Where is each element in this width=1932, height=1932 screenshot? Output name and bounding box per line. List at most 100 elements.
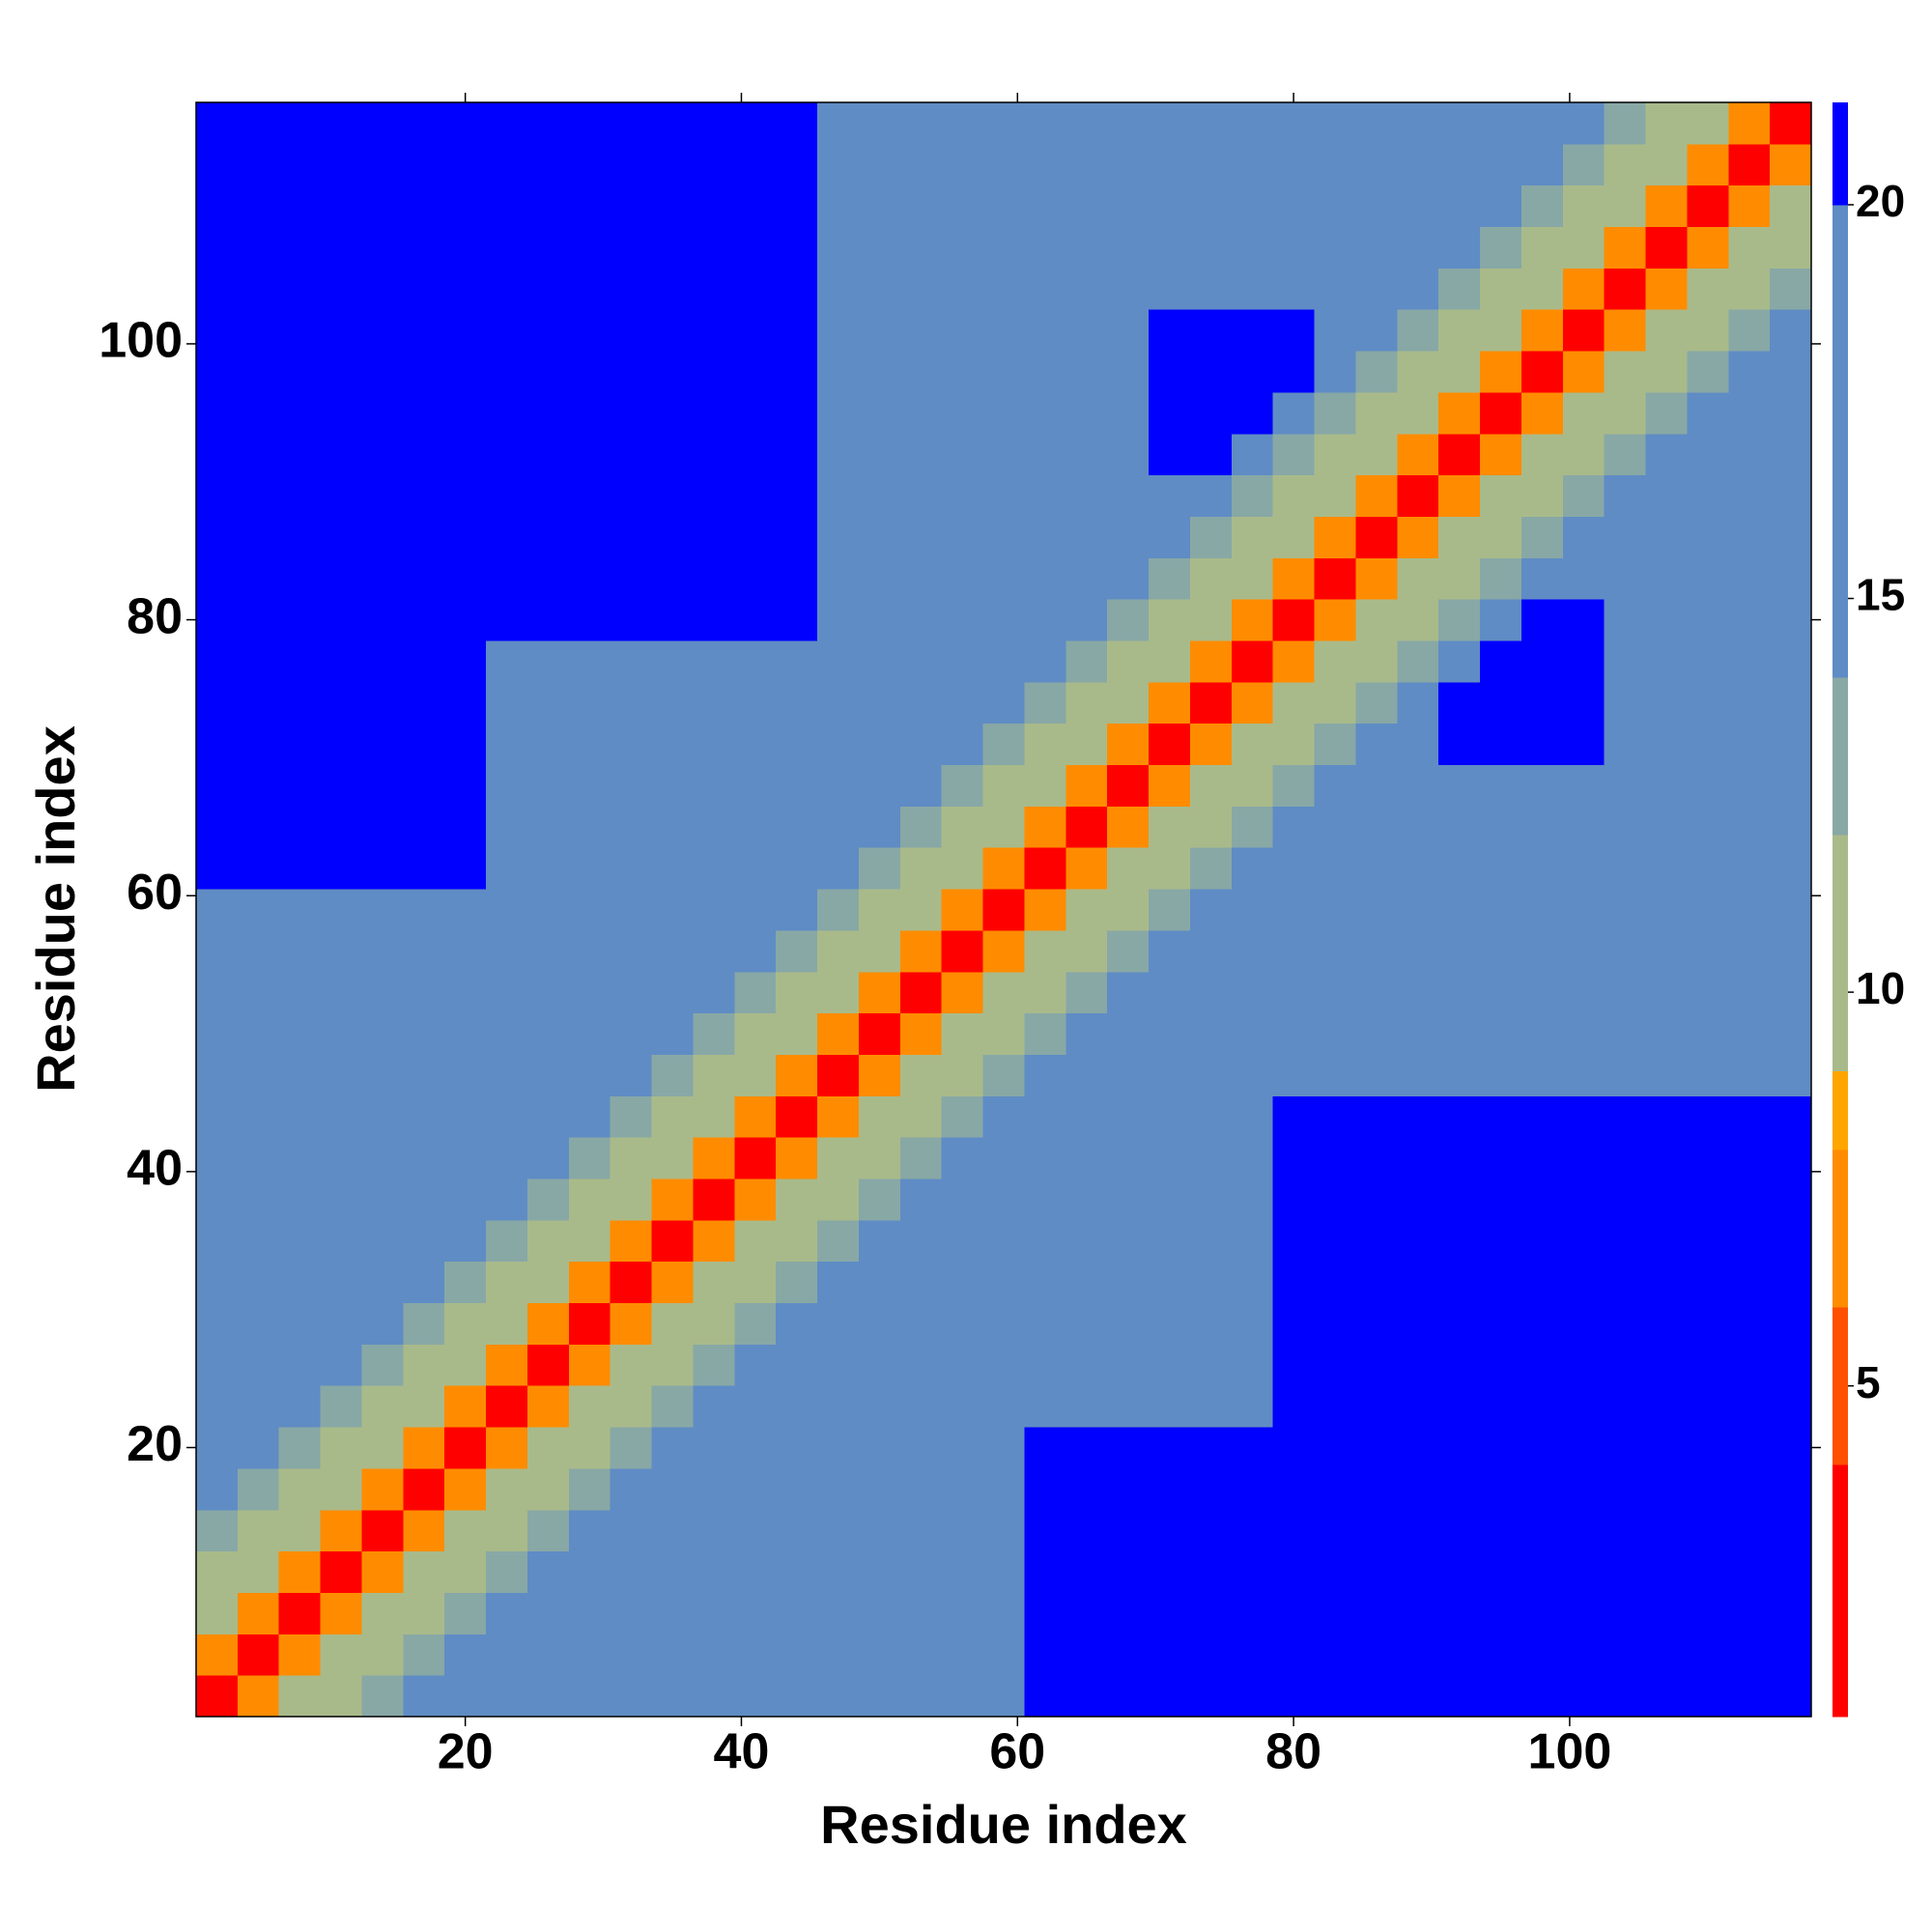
heatmap-cell xyxy=(1520,1179,1564,1221)
heatmap-cell xyxy=(899,599,943,641)
heatmap-cell xyxy=(526,351,570,393)
heatmap-cell xyxy=(1314,640,1356,683)
heatmap-cell xyxy=(444,391,487,435)
heatmap-cell xyxy=(1231,268,1274,310)
heatmap-cell xyxy=(1107,1095,1150,1138)
heatmap-cell xyxy=(1107,764,1150,807)
heatmap-cell xyxy=(651,1137,694,1179)
heatmap-cell xyxy=(1065,1302,1108,1345)
heatmap-cell xyxy=(817,351,860,393)
heatmap-cell xyxy=(1604,268,1647,310)
heatmap-cell xyxy=(1438,1634,1481,1676)
heatmap-cell xyxy=(1562,1219,1605,1263)
heatmap-cell xyxy=(1149,1095,1191,1138)
heatmap-cell xyxy=(1149,847,1191,890)
heatmap-cell xyxy=(610,847,653,890)
heatmap-cell xyxy=(1272,1302,1316,1345)
heatmap-cell xyxy=(568,1095,611,1138)
heatmap-cell xyxy=(1728,889,1771,931)
heatmap-cell xyxy=(361,806,404,848)
heatmap-cell xyxy=(1687,1550,1729,1593)
heatmap-cell xyxy=(568,1012,611,1055)
heatmap-cell xyxy=(1189,1261,1233,1304)
heatmap-cell xyxy=(361,971,404,1014)
heatmap-cell xyxy=(1438,1592,1481,1634)
heatmap-cell xyxy=(1604,1427,1647,1469)
heatmap-cell xyxy=(237,971,280,1014)
heatmap-cell xyxy=(320,474,362,517)
heatmap-cell xyxy=(320,1012,362,1055)
heatmap-cell xyxy=(1438,681,1481,724)
heatmap-cell xyxy=(526,1509,570,1552)
y-tick-label: 80 xyxy=(127,588,183,644)
heatmap-cell xyxy=(1189,226,1233,269)
heatmap-cell xyxy=(1604,681,1647,724)
heatmap-cell xyxy=(1065,971,1108,1014)
heatmap-cell xyxy=(1189,391,1233,435)
heatmap-cell xyxy=(734,433,777,476)
heatmap-cell xyxy=(1604,1054,1647,1096)
heatmap-cell xyxy=(941,351,984,393)
heatmap-cell xyxy=(1355,971,1398,1014)
heatmap-cell xyxy=(1562,723,1605,766)
heatmap-cell xyxy=(1149,516,1191,558)
heatmap-cell xyxy=(1438,1137,1481,1179)
heatmap-cell xyxy=(320,1302,362,1345)
heatmap-cell xyxy=(1645,847,1688,890)
heatmap-cell xyxy=(1397,764,1439,807)
heatmap-cell xyxy=(1231,1634,1274,1676)
heatmap-cell xyxy=(1272,1509,1316,1552)
heatmap-cell xyxy=(1314,1219,1356,1263)
heatmap-cell xyxy=(1520,806,1564,848)
heatmap-cell xyxy=(486,391,528,435)
heatmap-cell xyxy=(526,1634,570,1676)
heatmap-cell xyxy=(1687,1137,1729,1179)
heatmap-cell xyxy=(526,1675,570,1718)
heatmap-cell xyxy=(982,1675,1025,1718)
heatmap-cell xyxy=(486,1012,528,1055)
heatmap-cell xyxy=(1107,1054,1150,1096)
heatmap-cell xyxy=(610,1095,653,1138)
heatmap-cell xyxy=(403,1509,445,1552)
heatmap-cell xyxy=(1107,599,1150,641)
heatmap-cell xyxy=(776,599,818,641)
heatmap-cell xyxy=(1272,1095,1316,1138)
heatmap-cell xyxy=(817,764,860,807)
heatmap-cell xyxy=(941,309,984,352)
heatmap-cell xyxy=(237,1509,280,1552)
heatmap-cell xyxy=(1604,1179,1647,1221)
heatmap-cell xyxy=(1189,723,1233,766)
heatmap-cell xyxy=(817,557,860,600)
heatmap-cell xyxy=(1438,474,1481,517)
heatmap-cell xyxy=(1438,929,1481,973)
heatmap-cell xyxy=(1397,1634,1439,1676)
heatmap-cell xyxy=(486,599,528,641)
heatmap-cell xyxy=(1438,889,1481,931)
heatmap-cell xyxy=(196,516,239,558)
heatmap-cell xyxy=(982,1261,1025,1304)
heatmap-cell xyxy=(486,1592,528,1634)
heatmap-cell xyxy=(1645,1344,1688,1386)
heatmap-cell xyxy=(651,268,694,310)
heatmap-cell xyxy=(899,723,943,766)
heatmap-cell xyxy=(526,599,570,641)
heatmap-cell xyxy=(403,764,445,807)
heatmap-cell xyxy=(196,764,239,807)
heatmap-cell xyxy=(1065,557,1108,600)
heatmap-cell xyxy=(1687,1302,1729,1345)
heatmap-cell xyxy=(237,1095,280,1138)
heatmap-cell xyxy=(196,433,239,476)
heatmap-cell xyxy=(610,143,653,186)
heatmap-cell xyxy=(858,433,901,476)
heatmap-cell xyxy=(1355,1550,1398,1593)
heatmap-cell xyxy=(444,599,487,641)
heatmap-cell xyxy=(1024,391,1066,435)
heatmap-cell xyxy=(486,1095,528,1138)
heatmap-cell xyxy=(817,226,860,269)
heatmap-cell xyxy=(734,1509,777,1552)
heatmap-cell xyxy=(1189,1179,1233,1221)
heatmap-cell xyxy=(1189,309,1233,352)
heatmap-cell xyxy=(320,806,362,848)
heatmap-cell xyxy=(278,806,322,848)
